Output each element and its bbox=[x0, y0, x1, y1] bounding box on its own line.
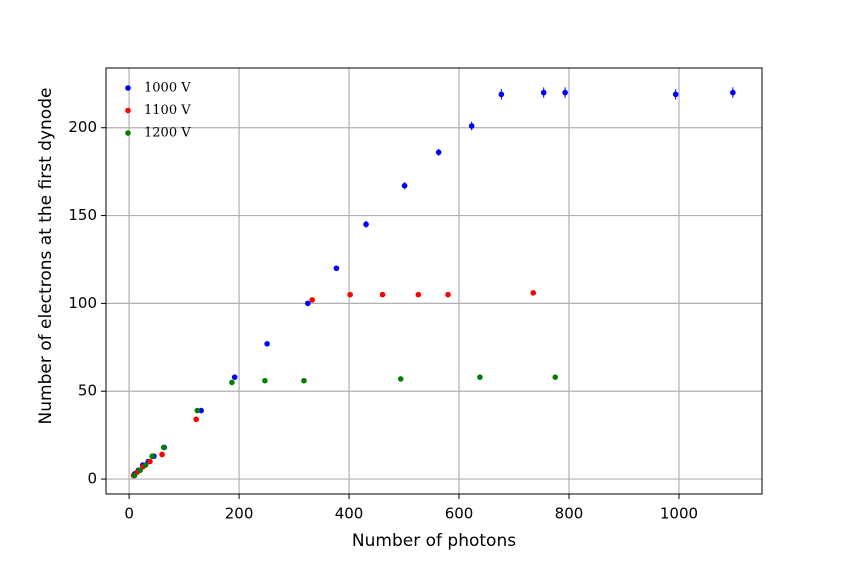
point bbox=[137, 467, 143, 474]
legend-marker bbox=[125, 130, 131, 136]
y-tick-label: 200 bbox=[68, 118, 97, 136]
point bbox=[309, 297, 316, 303]
point bbox=[468, 123, 475, 129]
point bbox=[401, 182, 408, 189]
point bbox=[562, 89, 568, 96]
point bbox=[131, 472, 138, 479]
y-tick-label: 0 bbox=[87, 470, 97, 488]
point bbox=[147, 458, 153, 465]
point bbox=[530, 290, 537, 296]
point bbox=[160, 444, 167, 451]
x-tick-label: 400 bbox=[335, 505, 364, 523]
point bbox=[445, 291, 451, 298]
point bbox=[397, 376, 404, 382]
x-tick-label: 1000 bbox=[660, 505, 698, 523]
point bbox=[498, 91, 505, 98]
legend-label: 1100 V bbox=[144, 103, 191, 118]
legend-label: 1000 V bbox=[144, 81, 191, 96]
x-tick-label: 0 bbox=[124, 505, 134, 523]
y-tick-label: 150 bbox=[68, 206, 97, 224]
point bbox=[305, 300, 311, 307]
point bbox=[435, 149, 442, 156]
x-axis-label: Number of photons bbox=[352, 531, 516, 551]
point bbox=[262, 377, 268, 384]
x-tick-label: 200 bbox=[225, 505, 254, 523]
point bbox=[159, 451, 165, 458]
grid bbox=[106, 68, 762, 494]
point bbox=[194, 407, 201, 414]
x-tick-label: 800 bbox=[555, 505, 584, 523]
point bbox=[149, 453, 155, 460]
point bbox=[301, 377, 307, 384]
point bbox=[363, 221, 369, 228]
point bbox=[347, 291, 353, 298]
point bbox=[415, 291, 422, 298]
point bbox=[142, 462, 149, 468]
point bbox=[231, 374, 238, 380]
point bbox=[552, 374, 559, 380]
legend-marker bbox=[125, 107, 131, 114]
y-tick-label: 50 bbox=[78, 382, 97, 400]
point bbox=[477, 374, 483, 380]
y-axis-label: Number of electrons at the first dynode bbox=[36, 88, 56, 425]
plot-frame bbox=[105, 67, 763, 495]
x-tick-label: 600 bbox=[445, 505, 474, 523]
point bbox=[333, 265, 340, 272]
legend-marker bbox=[125, 85, 131, 91]
y-tick-label: 100 bbox=[68, 294, 97, 312]
point bbox=[229, 379, 235, 386]
point bbox=[193, 416, 199, 423]
point bbox=[730, 89, 736, 96]
point bbox=[540, 89, 547, 96]
point bbox=[264, 341, 270, 347]
legend-label: 1200 V bbox=[144, 126, 191, 141]
point bbox=[379, 291, 386, 298]
point bbox=[672, 91, 679, 98]
point bbox=[198, 407, 204, 414]
